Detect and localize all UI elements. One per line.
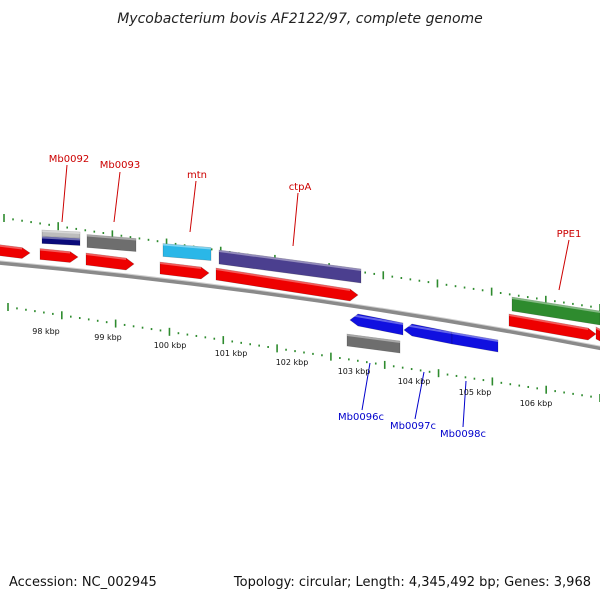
gene-block-Mb0096c-highlight xyxy=(350,314,403,325)
scale-label: 101 kbp xyxy=(215,349,248,358)
leader-line-ctpA xyxy=(292,192,299,247)
scale-label: 105 kbp xyxy=(459,388,492,397)
leader-line-Mb0098c xyxy=(462,380,467,428)
gene-label-Mb0093: Mb0093 xyxy=(100,160,140,171)
scale-label: 103 kbp xyxy=(338,367,371,376)
scale-label: 98 kbp xyxy=(32,327,60,336)
cds-arrow-highlight xyxy=(509,314,588,330)
gene-block-Mb0092-top-highlight xyxy=(42,230,80,234)
gene-block-ctpA-highlight xyxy=(219,250,361,271)
gene-label-Mb0096c: Mb0096c xyxy=(338,412,384,423)
leader-line-PPE1 xyxy=(558,239,570,291)
gene-label-Mb0092: Mb0092 xyxy=(49,154,89,165)
gene-block-ctpA xyxy=(218,249,362,284)
leader-line-Mb0097c xyxy=(414,371,425,420)
gene-block-Mb0093-highlight xyxy=(87,234,136,241)
scale-labels: 98 kbp 99 kbp 100 kbp 101 kbp 102 kbp 103 kbp… xyxy=(32,327,552,408)
cds-arrow xyxy=(215,267,359,302)
scale-label: 99 kbp xyxy=(94,333,122,342)
cds-arrow xyxy=(508,313,597,341)
gene-block-Mb0093 xyxy=(86,234,137,252)
gene-block-PPE1 xyxy=(511,296,600,326)
feature-layer: Mb0092 Mb0093 mtn ctpA PPE1 Mb0096c Mb0097c Mb0… xyxy=(0,154,600,440)
gene-block-mtn xyxy=(162,243,212,261)
cds-arrow-highlight xyxy=(216,268,350,291)
gene-label-ctpA: ctpA xyxy=(289,182,312,193)
gene-block-Mb0097c-highlight xyxy=(404,324,452,334)
cds-arrow-highlight xyxy=(0,244,22,250)
leader-line-Mb0096c xyxy=(361,362,371,411)
cds-arrow-highlight xyxy=(160,262,201,269)
map-title: Mycobacterium bovis AF2122/97, complete … xyxy=(117,11,483,27)
lower-tick-row xyxy=(7,303,600,402)
gene-block-grey-highlight xyxy=(347,334,400,343)
leader-line-mtn xyxy=(189,180,197,233)
topology-text: Topology: circular; Length: 4,345,492 bp… xyxy=(233,575,591,590)
gene-label-mtn: mtn xyxy=(187,170,207,181)
cds-arrow xyxy=(0,244,31,259)
accession-text: Accession: NC_002945 xyxy=(9,575,157,590)
leader-line-Mb0093 xyxy=(113,171,121,223)
scale-label: 104 kbp xyxy=(398,377,431,386)
gene-block-Mb0092-highlight xyxy=(42,236,80,241)
cds-edge-highlight xyxy=(596,327,600,331)
cds-arrow xyxy=(159,261,210,280)
cds-edge xyxy=(595,326,600,342)
cds-arrow-highlight xyxy=(40,248,70,254)
gene-label-PPE1: PPE1 xyxy=(557,229,582,240)
gene-label-Mb0097c: Mb0097c xyxy=(390,421,436,432)
scale-label: 106 kbp xyxy=(520,399,553,408)
cds-arrow xyxy=(39,248,79,263)
gene-block-Mb0092 xyxy=(41,236,81,246)
gene-block-mtn-highlight xyxy=(163,243,211,250)
leader-line-Mb0092 xyxy=(61,164,68,223)
scale-label: 102 kbp xyxy=(276,358,309,367)
gene-block-Mb0098c xyxy=(451,331,499,353)
gene-block-Mb0098c-highlight xyxy=(452,332,498,342)
gene-block-Mb0096c xyxy=(349,313,404,336)
cds-arrow-highlight xyxy=(86,253,126,260)
gene-label-Mb0098c: Mb0098c xyxy=(440,429,486,440)
genome-backbone xyxy=(0,260,600,351)
gene-block-Mb0092-top xyxy=(41,229,81,239)
scale-label: 100 kbp xyxy=(154,341,187,350)
gene-block-grey xyxy=(346,333,401,354)
gene-block-PPE1-highlight xyxy=(512,297,600,313)
cds-arrow xyxy=(85,252,135,271)
